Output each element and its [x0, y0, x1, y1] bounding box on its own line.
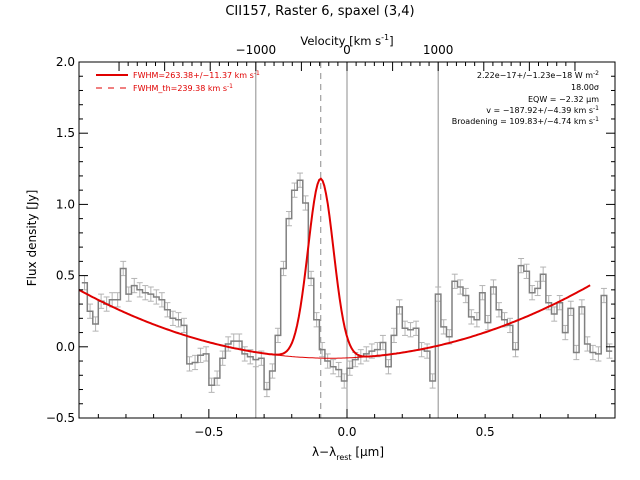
- fit-total: [78, 177, 591, 358]
- annotations: 2.22e−17+/−1.23e−18 W m-2 18.00σ EQW = −…: [452, 70, 599, 126]
- axes: −0.5 0.0 0.5 −0.5 0.0 0.5 1.0 1.5 2.0 −1000 0 1000: [46, 43, 616, 439]
- chart-title: CII157, Raster 6, spaxel (3,4): [225, 4, 414, 19]
- annotation-flux: 2.22e−17+/−1.23e−18 W m-2: [477, 70, 599, 80]
- y-tick-label: −0.5: [46, 411, 75, 425]
- annotation-broadening: Broadening = 109.83+/−4.74 km s-1: [452, 116, 599, 126]
- fit-gaussian-dashed: [263, 179, 375, 357]
- annotation-sigma: 18.00σ: [571, 83, 599, 92]
- legend-label-fwhm: FWHM=263.38+/−11.37 km s-1: [133, 70, 260, 80]
- y-tick-label: 1.0: [56, 197, 75, 211]
- histogram-line: [81, 179, 613, 391]
- top-tick-label: −1000: [236, 43, 277, 57]
- legend: FWHM=263.38+/−11.37 km s-1 FWHM_th=239.3…: [96, 70, 260, 93]
- data-histogram: [81, 172, 613, 398]
- top-tick-label: 1000: [423, 43, 454, 57]
- top-tick-label: 0: [343, 43, 351, 57]
- y-tick-label: 0.5: [56, 269, 75, 283]
- x-tick-label: 0.5: [476, 425, 495, 439]
- top-axis-label: Velocity [km s-1]: [300, 33, 393, 48]
- fit-model: [78, 177, 591, 359]
- x-tick-label: 0.0: [337, 425, 356, 439]
- y-axis-label: Flux density [Jy]: [25, 190, 39, 287]
- y-tick-label: 2.0: [56, 55, 75, 69]
- annotation-eqw: EQW = −2.32 μm: [528, 95, 599, 104]
- annotation-velocity: v = −187.92+/−4.39 km s-1: [486, 105, 599, 115]
- y-tick-label: 1.5: [56, 126, 75, 140]
- y-tick-label: 0.0: [56, 340, 75, 354]
- x-axis-label: λ−λrest [μm]: [312, 445, 384, 462]
- x-tick-label: −0.5: [194, 425, 223, 439]
- legend-label-fwhm-th: FWHM_th=239.38 km s-1: [133, 83, 233, 93]
